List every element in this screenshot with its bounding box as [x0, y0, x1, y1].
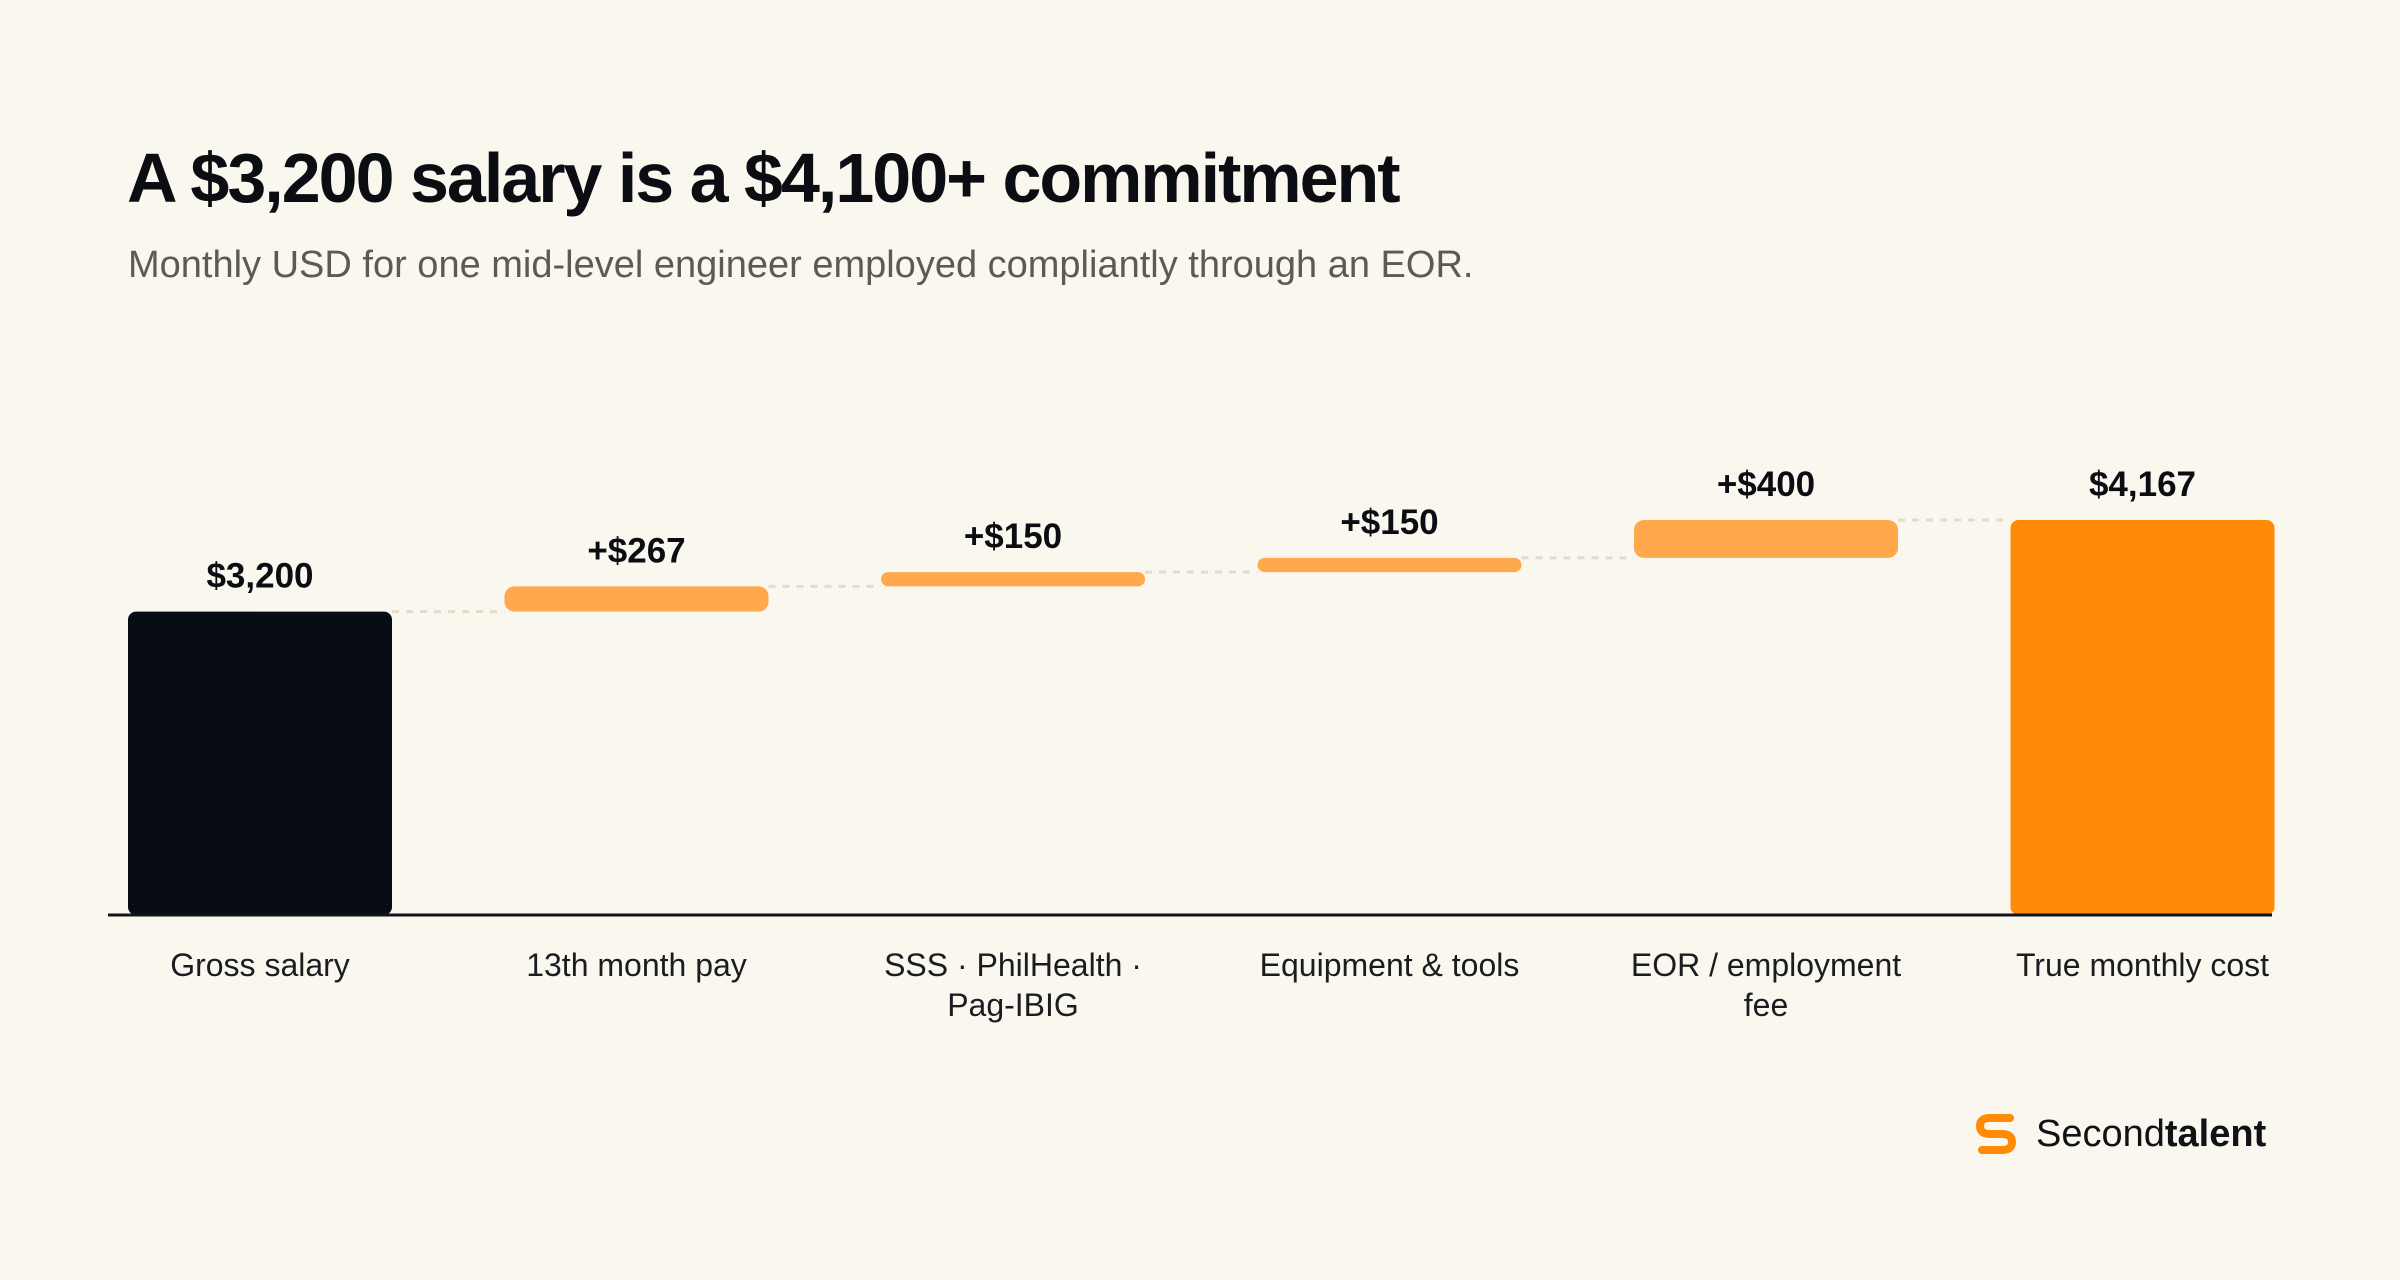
chart-title: A $3,200 salary is a $4,100+ commitment [127, 139, 1401, 217]
category-label-2: 13th month pay [526, 947, 747, 983]
data-label-1: $3,200 [206, 557, 313, 596]
brand-wordmark: Secondtalent [2036, 1112, 2267, 1155]
bar-6 [2010, 520, 2275, 915]
waterfall-chart: $3,200 Gross salary +$267 13th month pay +$1… [108, 465, 2275, 1023]
data-label-2: +$267 [587, 531, 685, 570]
category-label-6: True monthly cost [2016, 947, 2269, 983]
data-label-5: +$400 [1717, 465, 1815, 504]
category-label-3-line-2: Pag-IBIG [947, 987, 1079, 1023]
secondtalent-logo-icon [1976, 1114, 2016, 1154]
category-label-1: Gross salary [170, 947, 350, 983]
bar-5 [1634, 520, 1898, 558]
bar-3 [881, 572, 1145, 587]
category-label-4: Equipment & tools [1260, 947, 1520, 983]
data-label-4: +$150 [1340, 503, 1438, 542]
category-label-5: EOR / employment [1631, 947, 1901, 983]
data-label-6: $4,167 [2089, 465, 2196, 504]
bar-2 [504, 586, 769, 612]
category-label-3: SSS · PhilHealth · [884, 947, 1142, 983]
chart-subtitle: Monthly USD for one mid-level engineer e… [128, 244, 1474, 286]
bar-4 [1257, 557, 1522, 573]
data-label-3: +$150 [964, 517, 1062, 556]
category-label-5-line-2: fee [1744, 987, 1788, 1023]
bar-1 [128, 611, 392, 915]
brand-logo: Secondtalent [1970, 1108, 2266, 1160]
